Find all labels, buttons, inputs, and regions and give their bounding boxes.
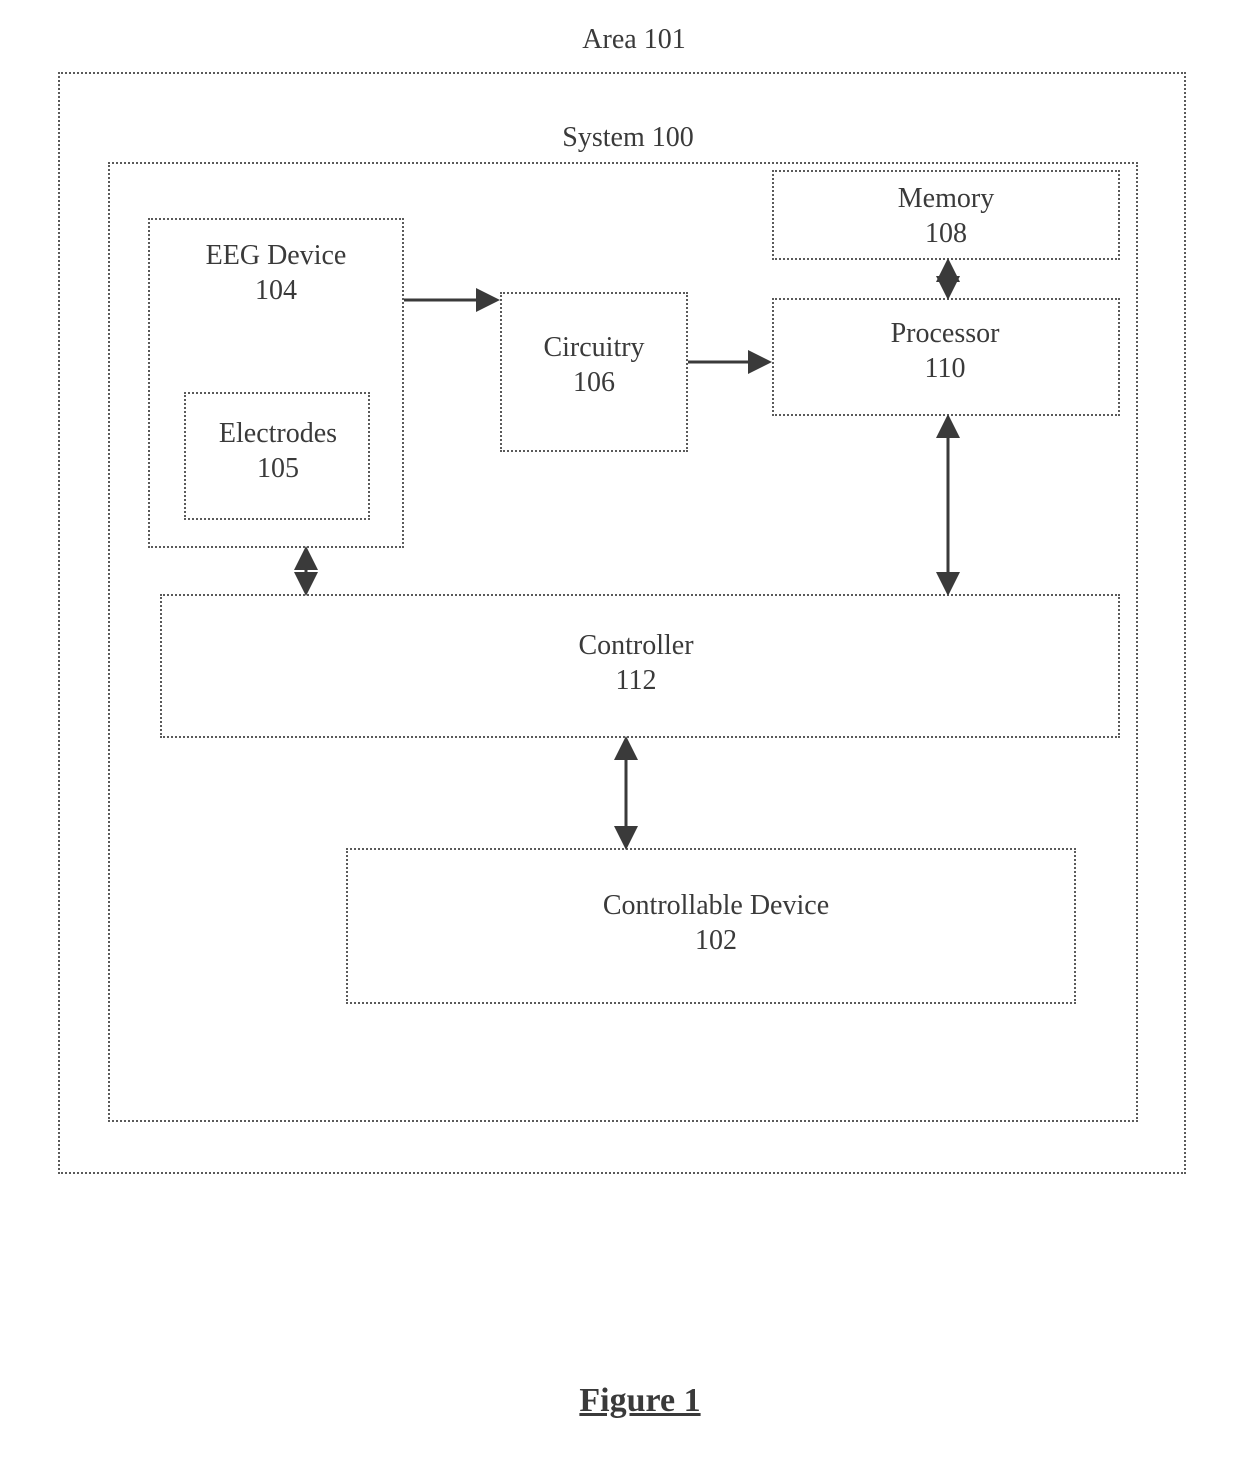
controller-label: Controller 112 (556, 628, 716, 698)
electrodes-label: Electrodes 105 (198, 416, 358, 486)
system-label: System 100 (528, 120, 728, 155)
circuitry-label: Circuitry 106 (524, 330, 664, 400)
eeg-device-label: EEG Device 104 (186, 238, 366, 308)
memory-label: Memory 108 (876, 181, 1016, 251)
area-label: Area 101 (554, 22, 714, 57)
controllable-device-label: Controllable Device 102 (586, 888, 846, 958)
figure-caption: Figure 1 (560, 1380, 720, 1423)
processor-label: Processor 110 (870, 316, 1020, 386)
diagram-canvas: Area 101 System 100 EEG Device 104 Elect… (0, 0, 1240, 1476)
